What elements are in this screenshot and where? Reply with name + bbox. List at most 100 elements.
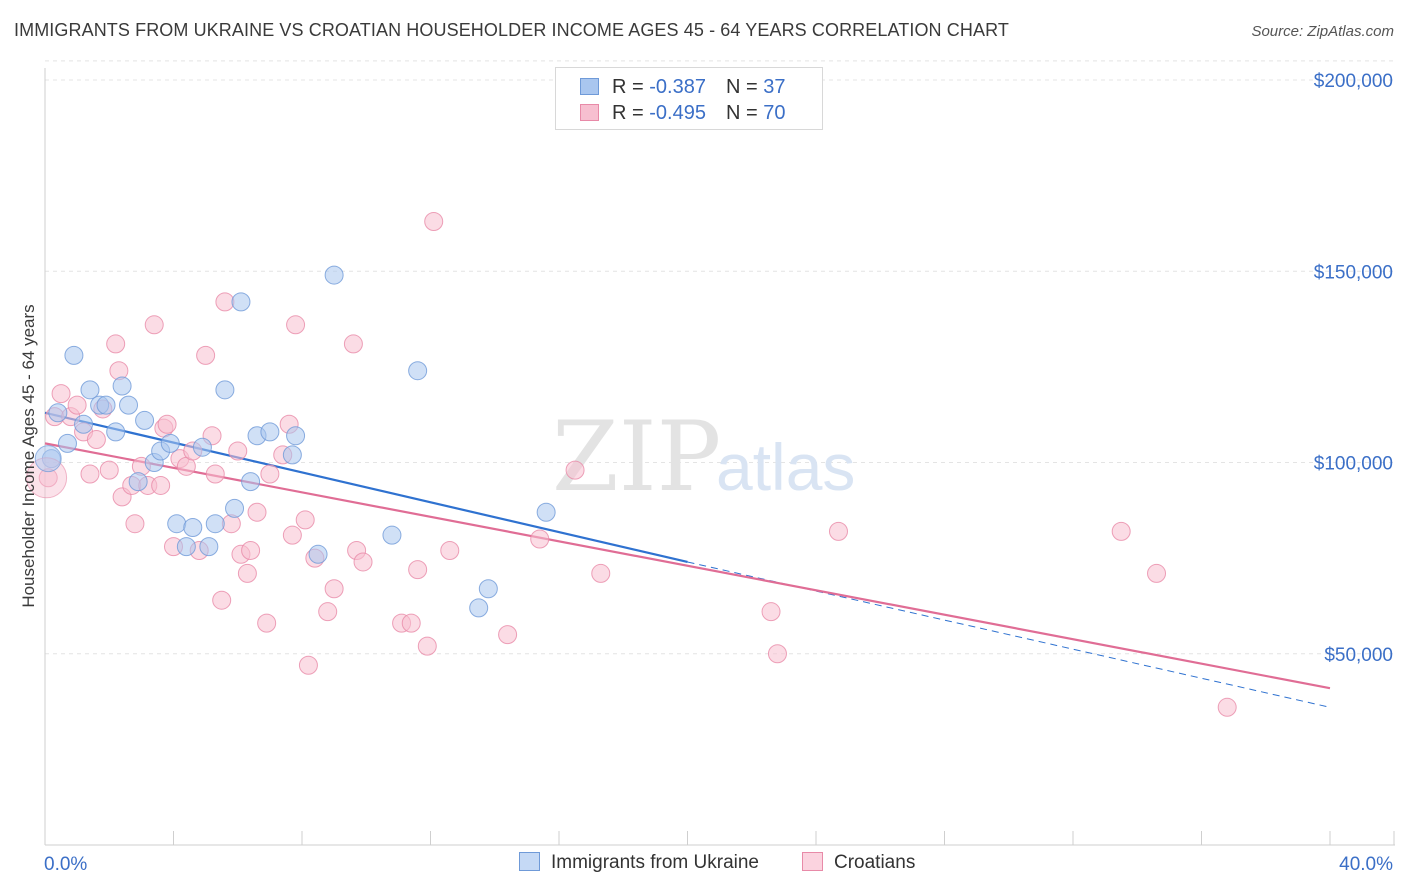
point-croatians: [767, 644, 787, 664]
watermark: ZIP atlas: [552, 401, 855, 513]
point-ukraine: [96, 395, 116, 415]
point-ukraine: [469, 598, 489, 618]
point-croatians: [196, 345, 216, 365]
point-croatians: [401, 613, 421, 633]
y-tick-label: $100,000: [1314, 454, 1393, 475]
point-croatians: [828, 521, 848, 541]
stats-row-ukraine: R = -0.387 N = 37: [580, 76, 785, 100]
point-croatians: [408, 560, 428, 580]
point-croatians: [343, 334, 363, 354]
point-croatians: [761, 602, 781, 622]
point-ukraine: [324, 265, 344, 285]
y-tick-label: $50,000: [1324, 645, 1393, 666]
y-tick-label: $200,000: [1314, 71, 1393, 92]
point-ukraine: [286, 426, 306, 446]
stats-r-label: R =: [612, 76, 650, 98]
point-croatians: [257, 613, 277, 633]
point-croatians: [298, 655, 318, 675]
point-croatians: [295, 510, 315, 530]
point-croatians: [565, 460, 585, 480]
point-ukraine: [119, 395, 139, 415]
point-croatians: [221, 514, 241, 534]
stats-swatch-ukraine: [580, 78, 599, 95]
point-ukraine: [167, 514, 187, 534]
point-ukraine: [74, 414, 94, 434]
point-croatians: [318, 602, 338, 622]
point-croatians: [353, 552, 373, 572]
point-croatians: [228, 441, 248, 461]
point-croatians: [106, 334, 126, 354]
point-croatians: [530, 529, 550, 549]
point-ukraine: [176, 537, 196, 557]
y-axis-label: Householder Income Ages 45 - 64 years: [19, 304, 38, 607]
point-ukraine: [215, 380, 235, 400]
point-croatians: [260, 464, 280, 484]
point-ukraine: [282, 445, 302, 465]
legend: Immigrants from Ukraine Croatians: [0, 852, 1406, 876]
stats-n-label: N =: [725, 76, 764, 98]
x-tick-label: 40.0%: [1339, 854, 1393, 875]
point-ukraine: [48, 403, 68, 423]
y-tick-labels: $50,000 $100,000 $150,000 $200,000: [1314, 71, 1393, 666]
stats-r-label: R =: [612, 102, 650, 124]
legend-label-ukraine: Immigrants from Ukraine: [551, 852, 759, 873]
point-croatians: [99, 460, 119, 480]
point-ukraine: [192, 437, 212, 457]
point-ukraine: [80, 380, 100, 400]
point-ukraine: [408, 361, 428, 381]
legend-label-croatians: Croatians: [834, 852, 916, 873]
point-ukraine: [160, 433, 180, 453]
point-croatians: [205, 464, 225, 484]
point-croatians: [282, 525, 302, 545]
point-croatians: [237, 563, 257, 583]
stats-r-value-croatians: -0.495: [649, 102, 706, 124]
point-croatians: [86, 430, 106, 450]
point-croatians: [286, 315, 306, 335]
stats-r-value-ukraine: -0.387: [649, 76, 706, 98]
stats-n-label: N =: [725, 102, 764, 124]
legend-item-croatians[interactable]: Croatians: [802, 852, 915, 874]
point-ukraine: [308, 544, 328, 564]
point-croatians: [144, 315, 164, 335]
stats-n-value-ukraine: 37: [763, 76, 786, 98]
point-croatians: [498, 625, 518, 645]
watermark-zip: ZIP: [552, 401, 721, 513]
stats-box: R = -0.387 N = 37 R = -0.495 N = 70: [555, 67, 823, 130]
point-ukraine: [199, 537, 219, 557]
y-tick-label: $150,000: [1314, 262, 1393, 283]
point-ukraine: [241, 472, 261, 492]
point-croatians: [1147, 563, 1167, 583]
point-croatians: [440, 540, 460, 560]
point-croatians: [417, 636, 437, 656]
point-croatians: [125, 514, 145, 534]
point-ukraine: [382, 525, 402, 545]
point-croatians: [241, 540, 261, 560]
point-croatians: [591, 563, 611, 583]
point-croatians: [151, 475, 171, 495]
point-croatians: [1111, 521, 1131, 541]
point-ukraine: [478, 579, 498, 599]
x-tick-labels: 0.0% 40.0%: [44, 854, 1393, 875]
point-ukraine: [128, 472, 148, 492]
point-ukraine: [225, 498, 245, 518]
point-croatians: [212, 590, 232, 610]
point-ukraine: [135, 410, 155, 430]
point-ukraine: [231, 292, 251, 312]
stats-swatch-croatians: [580, 104, 599, 121]
point-ukraine: [64, 345, 84, 365]
legend-swatch-croatians: [802, 852, 823, 871]
x-tick-label: 0.0%: [44, 854, 87, 875]
point-croatians: [424, 212, 444, 232]
trendline-ukraine: [44, 411, 688, 564]
point-ukraine: [205, 514, 225, 534]
point-croatians: [51, 384, 71, 404]
point-croatians: [215, 292, 235, 312]
point-croatians: [109, 361, 129, 381]
point-ukraine: [260, 422, 280, 442]
legend-item-ukraine[interactable]: Immigrants from Ukraine: [519, 852, 759, 874]
stats-row-croatians: R = -0.495 N = 70: [580, 102, 785, 126]
point-ukraine: [34, 445, 62, 473]
legend-swatch-ukraine: [519, 852, 540, 871]
point-croatians: [324, 579, 344, 599]
